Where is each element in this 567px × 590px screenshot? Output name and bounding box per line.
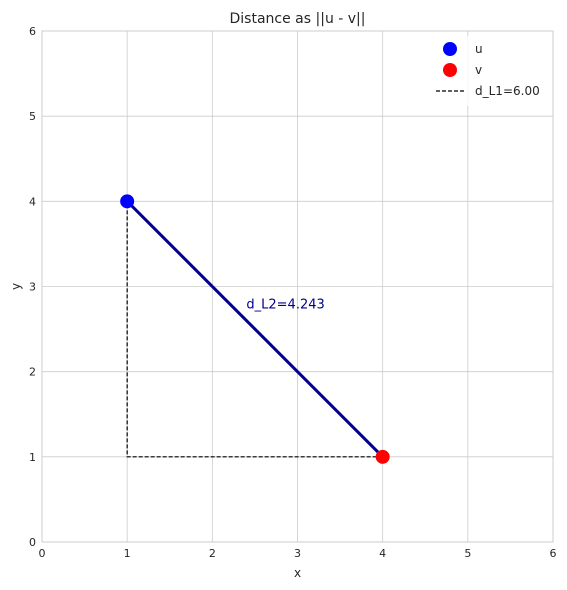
y-tick-label: 1 xyxy=(29,451,36,464)
x-tick-label: 0 xyxy=(39,547,46,560)
x-tick-label: 3 xyxy=(294,547,301,560)
chart-title: Distance as ||u - v|| xyxy=(230,11,366,27)
x-tick-label: 2 xyxy=(209,547,216,560)
l2-arrow xyxy=(125,199,384,458)
legend-label-l1: d_L1=6.00 xyxy=(475,84,540,98)
point-v xyxy=(375,449,390,464)
y-axis-label: y xyxy=(9,283,23,290)
tick-labels: 0 1 2 3 4 5 6 0 1 2 3 4 5 6 xyxy=(29,25,557,560)
y-tick-label: 2 xyxy=(29,366,36,379)
x-tick-label: 4 xyxy=(379,547,386,560)
y-tick-label: 0 xyxy=(29,536,36,549)
legend-marker-v xyxy=(443,63,457,77)
y-tick-label: 3 xyxy=(29,281,36,294)
x-tick-label: 1 xyxy=(124,547,131,560)
point-u xyxy=(120,194,135,209)
x-tick-label: 6 xyxy=(550,547,557,560)
x-axis-label: x xyxy=(294,566,301,580)
plot-area: d_L2=4.243 0 1 2 3 4 5 6 0 1 2 3 4 5 6 xyxy=(29,25,557,560)
y-tick-label: 6 xyxy=(29,25,36,38)
legend-marker-u xyxy=(443,42,457,56)
chart-marks: d_L2=4.243 xyxy=(120,194,390,464)
legend-label-v: v xyxy=(475,63,482,77)
y-tick-label: 5 xyxy=(29,110,36,123)
y-tick-label: 4 xyxy=(29,195,36,208)
legend: u v d_L1=6.00 xyxy=(428,36,546,106)
legend-label-u: u xyxy=(475,42,483,56)
l1-path xyxy=(126,201,383,458)
x-tick-label: 5 xyxy=(464,547,471,560)
annotation-l2: d_L2=4.243 xyxy=(246,298,324,313)
